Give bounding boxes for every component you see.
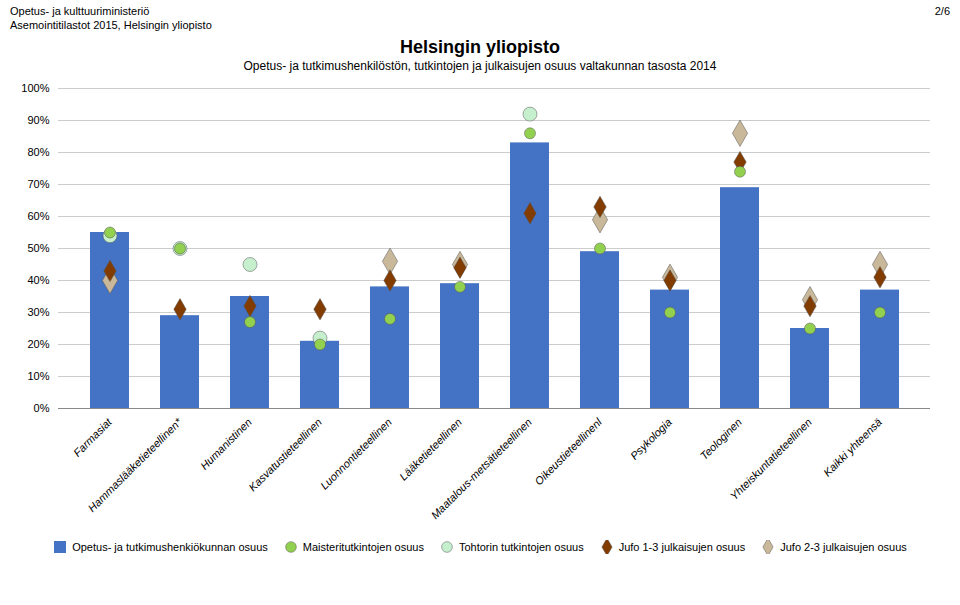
svg-text:Yhteiskuntatieteellinen: Yhteiskuntatieteellinen	[728, 416, 814, 502]
svg-text:10%: 10%	[27, 370, 49, 382]
svg-text:Farmasiat: Farmasiat	[71, 415, 115, 459]
html-text:Opetus- ja tutkimushenkilöstön: Opetus- ja tutkimushenkilöstön, tutkinto…	[243, 59, 717, 73]
svg-text:0%: 0%	[34, 402, 50, 414]
svg-text:Hammaslääketieteellinen*: Hammaslääketieteellinen*	[85, 415, 184, 514]
svg-text:Maatalous-metsätieteellinen: Maatalous-metsätieteellinen	[429, 416, 534, 521]
html-text:Maisteritutkintojen osuus: Maisteritutkintojen osuus	[302, 541, 424, 553]
svg-text:40%: 40%	[27, 274, 49, 286]
html-text:Opetus- ja kulttuuriministeriö: Opetus- ja kulttuuriministeriö	[10, 5, 150, 17]
svg-text:80%: 80%	[27, 146, 49, 158]
svg-text:100%: 100%	[21, 82, 49, 94]
html-text:Tohtorin tutkintojen osuus: Tohtorin tutkintojen osuus	[458, 541, 584, 553]
svg-text:30%: 30%	[27, 306, 49, 318]
svg-text:70%: 70%	[27, 178, 49, 190]
svg-text:60%: 60%	[27, 210, 49, 222]
html-text:Opetus- ja tutkimushenkiökunna: Opetus- ja tutkimushenkiökunnan osuus	[72, 541, 268, 553]
svg-text:Psykologia: Psykologia	[628, 416, 674, 462]
svg-text:Oikeustieteellinenl: Oikeustieteellinenl	[532, 415, 604, 487]
html-text:Jufo 1-3 julkaisujen osuus: Jufo 1-3 julkaisujen osuus	[618, 541, 746, 553]
svg-text:50%: 50%	[27, 242, 49, 254]
html-text:2/6: 2/6	[934, 5, 950, 17]
svg-text:Teologinen: Teologinen	[698, 416, 744, 462]
svg-text:90%: 90%	[27, 114, 49, 126]
html-text:Helsingin yliopisto: Helsingin yliopisto	[400, 37, 560, 57]
svg-text:Kaikki yhteensä: Kaikki yhteensä	[821, 416, 884, 479]
svg-text:Humanistinen: Humanistinen	[198, 416, 254, 472]
svg-text:Lääketieteellinen: Lääketieteellinen	[397, 416, 464, 483]
html-text:Jufo 2-3 julkaisujen osuus: Jufo 2-3 julkaisujen osuus	[780, 541, 907, 553]
svg-text:20%: 20%	[27, 338, 49, 350]
html-text:Asemointitilastot 2015, Helsin: Asemointitilastot 2015, Helsingin yliopi…	[10, 19, 212, 31]
svg-text:Luonnontieteellinen: Luonnontieteellinen	[318, 416, 394, 492]
svg-text:Kasvatustieteellinen: Kasvatustieteellinen	[246, 416, 324, 494]
